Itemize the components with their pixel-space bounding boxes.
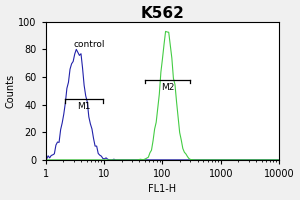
Text: control: control bbox=[74, 40, 105, 49]
Text: M2: M2 bbox=[161, 83, 174, 92]
X-axis label: FL1-H: FL1-H bbox=[148, 184, 176, 194]
Y-axis label: Counts: Counts bbox=[6, 74, 16, 108]
Text: M1: M1 bbox=[77, 102, 90, 111]
Title: K562: K562 bbox=[140, 6, 184, 21]
